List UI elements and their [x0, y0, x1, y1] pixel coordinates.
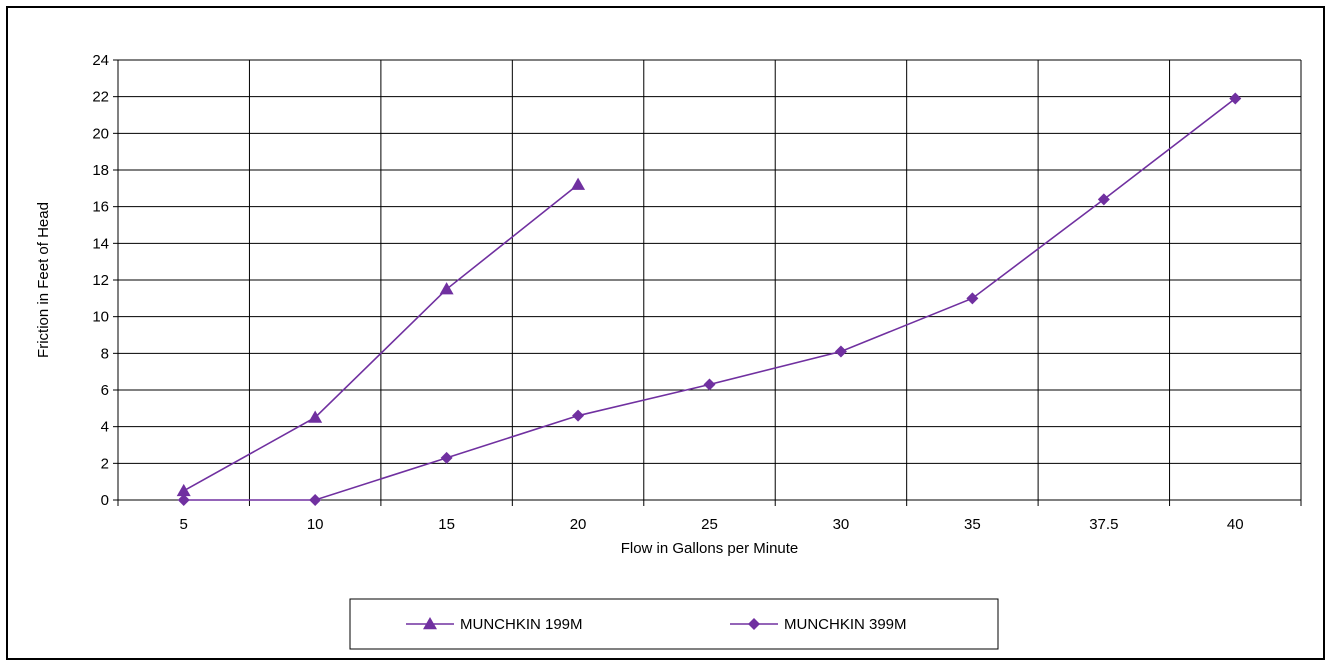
series-2 [177, 92, 1242, 506]
x-tick-labels: 5 10 15 20 25 30 35 37.5 40 [180, 516, 1244, 533]
data-point [177, 494, 190, 506]
y-tick-label: 2 [101, 455, 109, 472]
data-point [834, 345, 847, 358]
data-point [572, 409, 585, 422]
x-tick-label: 40 [1227, 516, 1244, 533]
axes [113, 59, 1302, 506]
legend-label: MUNCHKIN 199M [460, 616, 583, 633]
data-point [308, 410, 323, 423]
legend-item-2: MUNCHKIN 399M [730, 616, 907, 633]
legend-item-1: MUNCHKIN 199M [406, 616, 583, 633]
x-axis-label: Flow in Gallons per Minute [621, 540, 799, 557]
data-point [309, 494, 322, 506]
y-tick-label: 6 [101, 382, 109, 399]
data-point [1097, 193, 1110, 206]
y-axis-label: Friction in Feet of Head [35, 202, 52, 358]
series-line [183, 184, 579, 492]
diamond-marker-icon [748, 618, 760, 630]
x-tick-label: 5 [180, 516, 188, 533]
y-tick-label: 10 [92, 309, 109, 326]
grid-lines [118, 59, 1302, 500]
triangle-marker-icon [423, 617, 437, 630]
legend: MUNCHKIN 199M MUNCHKIN 399M [349, 598, 999, 650]
x-tick-label: 37.5 [1089, 516, 1118, 533]
data-point [1229, 92, 1242, 105]
y-tick-label: 14 [92, 235, 109, 252]
series-1 [176, 177, 586, 497]
chart-frame: 0 2 4 6 8 10 12 14 16 18 20 22 24 5 10 15 20 25 30 35 37.5 4… [6, 6, 1325, 660]
data-point [966, 292, 979, 305]
x-tick-label: 10 [307, 516, 324, 533]
y-tick-label: 18 [92, 162, 109, 179]
y-tick-label: 12 [92, 272, 109, 289]
x-tick-label: 25 [701, 516, 718, 533]
legend-label: MUNCHKIN 399M [784, 616, 907, 633]
y-tick-label: 4 [101, 419, 109, 436]
y-tick-label: 0 [101, 492, 109, 509]
x-tick-label: 20 [570, 516, 587, 533]
series-line [183, 97, 1236, 501]
data-point [571, 177, 586, 190]
y-tick-label: 16 [92, 199, 109, 216]
series-group [176, 92, 1242, 506]
data-point [176, 483, 191, 497]
x-tick-label: 15 [438, 516, 455, 533]
data-point [703, 378, 716, 391]
x-tick-label: 30 [833, 516, 850, 533]
y-tick-label: 22 [92, 89, 109, 106]
x-tick-label: 35 [964, 516, 981, 533]
y-tick-label: 24 [92, 52, 109, 69]
y-tick-label: 20 [92, 125, 109, 142]
y-tick-label: 8 [101, 345, 109, 362]
data-point [440, 451, 453, 464]
data-point [439, 282, 454, 295]
legend-box [349, 598, 999, 650]
